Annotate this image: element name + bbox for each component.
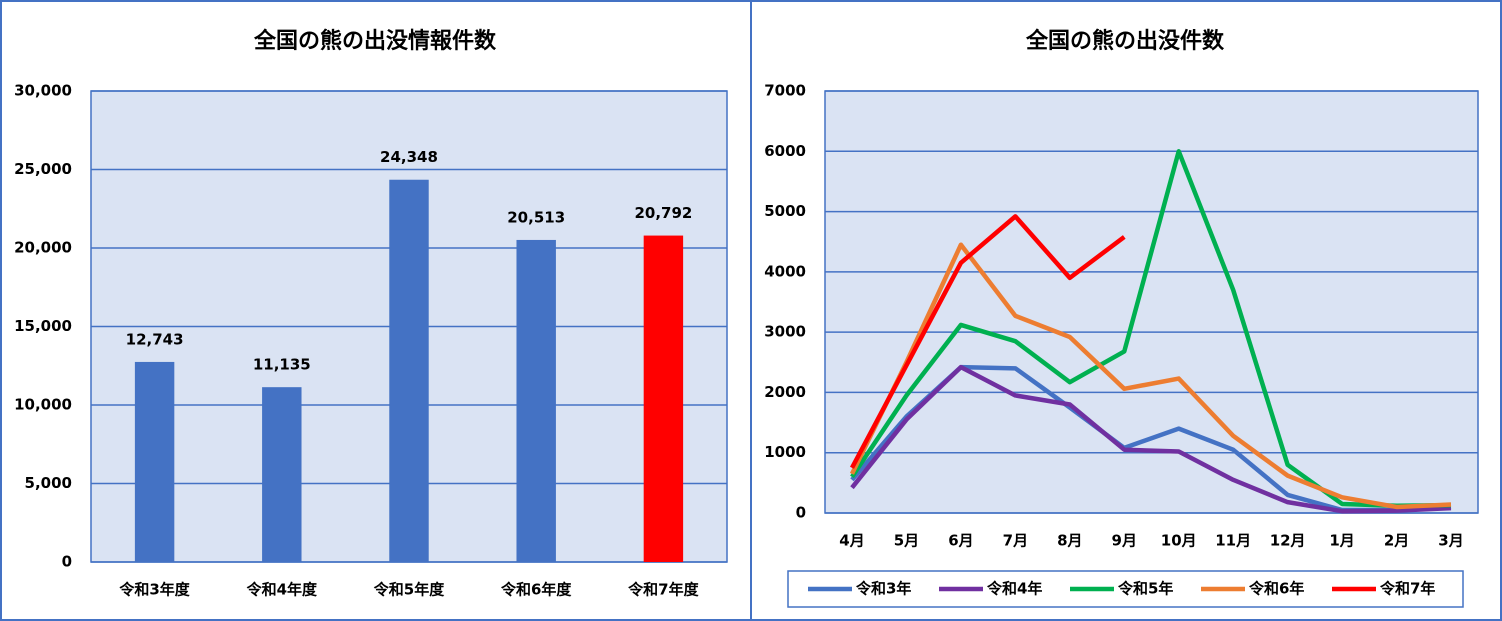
data-label: 24,348 (380, 148, 438, 166)
bar (389, 179, 429, 563)
y-tick-label: 6000 (764, 142, 806, 160)
x-tick-label: 令和6年度 (501, 581, 572, 599)
x-tick-label: 令和4年度 (247, 581, 318, 599)
y-tick-label: 7000 (764, 82, 806, 100)
x-tick-label: 令和3年度 (119, 581, 190, 599)
series-line (849, 242, 1452, 510)
y-tick-label: 20,000 (14, 239, 72, 257)
x-tick-label: 9月 (1112, 532, 1137, 550)
y-tick-label: 30,000 (14, 82, 72, 100)
x-tick-label: 3月 (1438, 532, 1463, 550)
x-tick-label: 令和5年度 (374, 581, 445, 599)
x-tick-label: 6月 (948, 532, 973, 550)
bar (262, 387, 302, 562)
y-tick-label: 0 (62, 553, 72, 571)
x-tick-label: 4月 (839, 532, 864, 550)
series-line (850, 149, 1452, 509)
bar (516, 239, 556, 562)
chart-title: 全国の熊の出没情報件数 (253, 28, 497, 54)
y-tick-label: 2000 (764, 383, 806, 401)
y-tick-label: 4000 (764, 262, 806, 280)
data-label: 20,792 (634, 204, 692, 222)
series-line (850, 364, 1452, 514)
legend-label: 令和5年 (1118, 580, 1173, 598)
legend-label: 令和4年 (987, 580, 1042, 598)
x-tick-label: 1月 (1329, 532, 1354, 550)
y-tick-label: 15,000 (14, 317, 72, 335)
x-tick-label: 7月 (1003, 532, 1028, 550)
x-tick-label: 5月 (894, 532, 919, 550)
y-tick-label: 1000 (764, 443, 806, 461)
legend-label: 令和6年 (1249, 580, 1304, 598)
y-tick-label: 0 (796, 504, 806, 522)
y-tick-label: 25,000 (14, 160, 72, 178)
data-label: 20,513 (507, 208, 565, 226)
data-label: 11,135 (253, 356, 311, 374)
bar (134, 361, 175, 562)
x-tick-label: 12月 (1270, 532, 1306, 550)
x-tick-label: 8月 (1057, 532, 1082, 550)
y-tick-label: 5000 (764, 202, 806, 220)
x-tick-label: 10月 (1161, 532, 1197, 550)
x-tick-label: 2月 (1384, 532, 1409, 550)
series-line (850, 214, 1126, 469)
data-label: 12,743 (126, 330, 184, 348)
y-tick-label: 3000 (764, 323, 806, 341)
chart-title: 全国の熊の出没件数 (1025, 28, 1225, 54)
legend-label: 令和3年 (856, 580, 911, 598)
bar (643, 235, 684, 562)
legend-label: 令和7年 (1380, 580, 1435, 598)
x-tick-label: 11月 (1215, 532, 1251, 550)
y-tick-label: 10,000 (14, 396, 72, 414)
y-tick-label: 5,000 (25, 474, 72, 492)
x-tick-label: 令和7年度 (628, 581, 699, 599)
